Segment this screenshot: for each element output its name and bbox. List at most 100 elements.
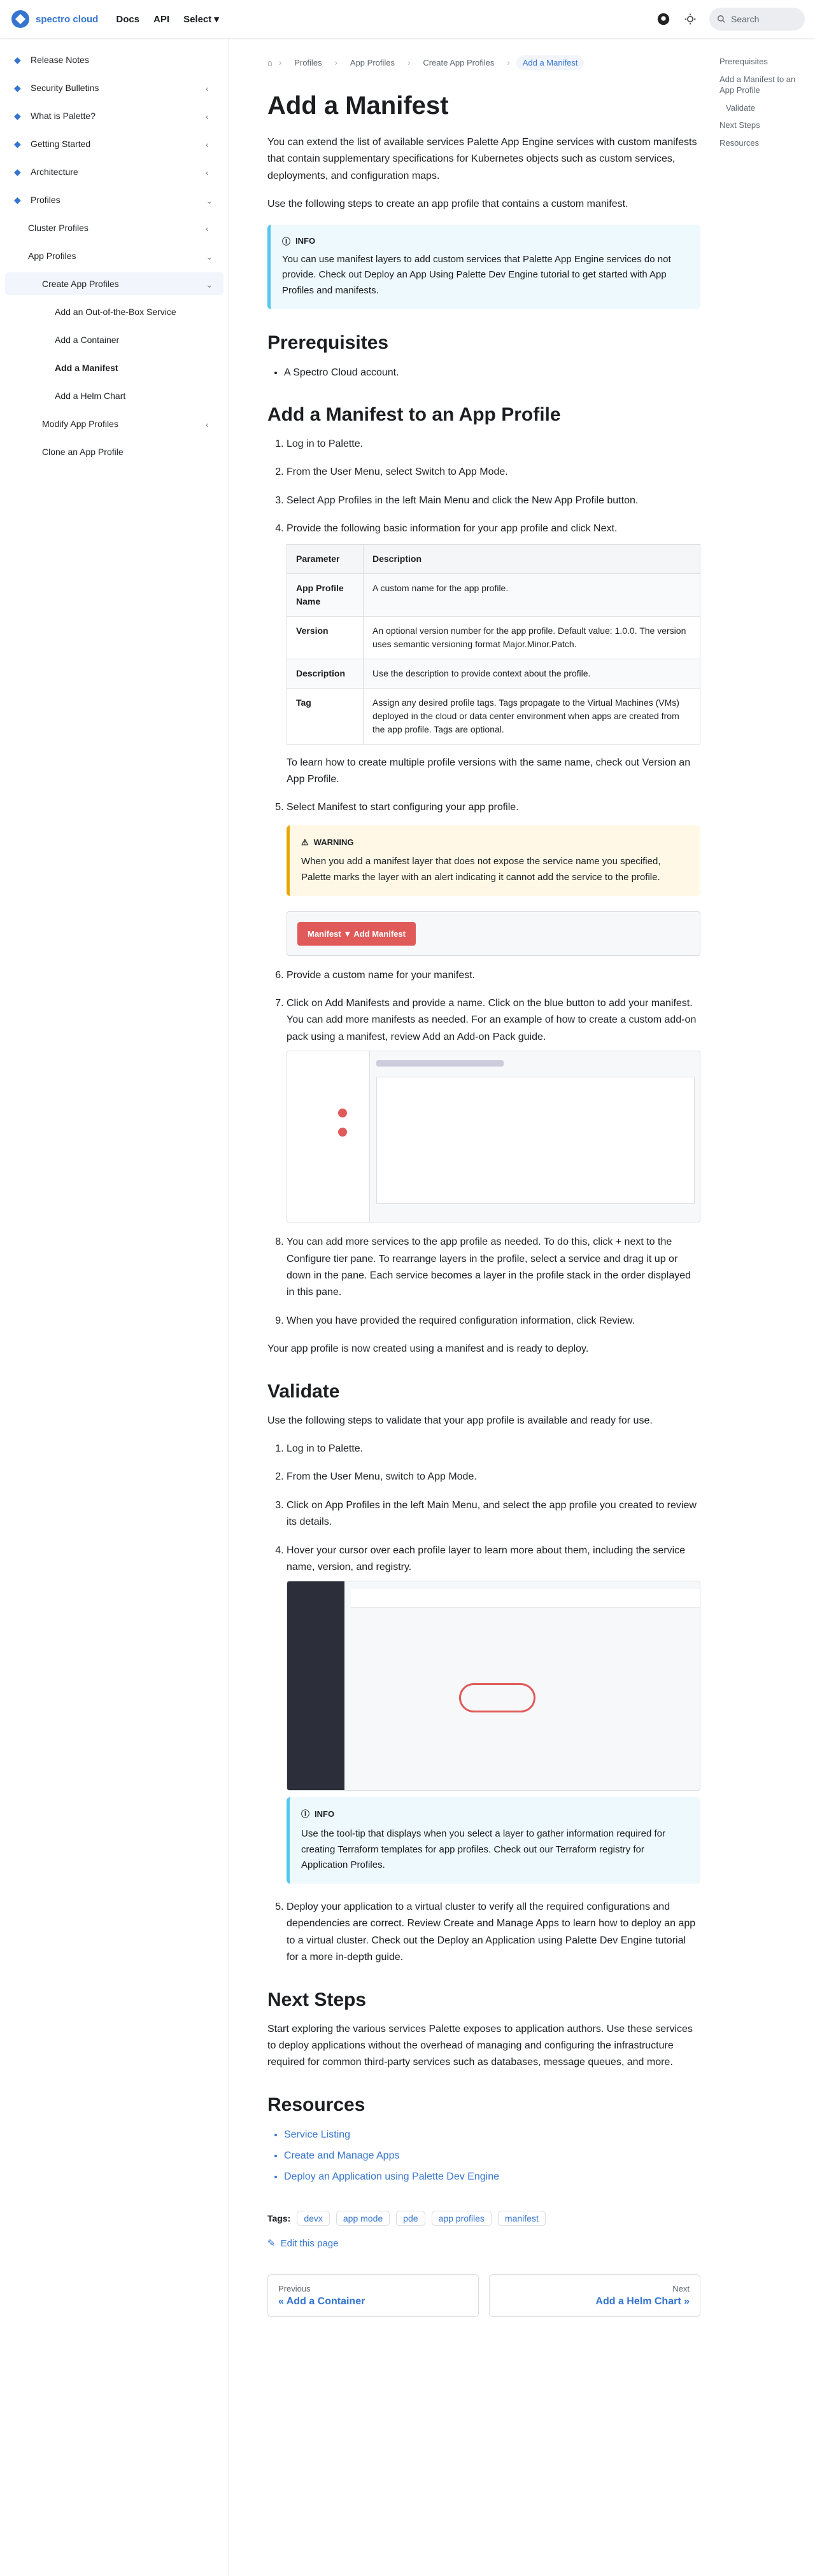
- toc-item[interactable]: Add a Manifest to an App Profile: [719, 74, 796, 95]
- article: ⌂ › Profiles › App Profiles › Create App Pr…: [267, 50, 700, 2318]
- search-icon: [718, 15, 725, 23]
- sidebar-item-add-oob-service[interactable]: Add an Out-of-the-Box Service: [55, 307, 176, 317]
- pagination: Previous « Add a Container Next Add a He…: [267, 2274, 700, 2318]
- nav-link-docs[interactable]: Docs: [116, 13, 140, 25]
- step-item: You can add more services to the app pro…: [287, 1234, 700, 1301]
- sidebar-item-clone-app-profile[interactable]: Clone an App Profile: [42, 447, 124, 457]
- sidebar-item-app-profiles[interactable]: App Profiles ⌄: [5, 244, 223, 267]
- table-row: Tag Assign any desired profile tags. Tags…: [287, 687, 700, 745]
- chevron-down-icon: ⌄: [206, 279, 213, 290]
- chevron-left-icon: ‹: [206, 111, 209, 122]
- step-item: Hover your cursor over each profile laye…: [287, 1543, 700, 1884]
- step-item: Select Manifest to start configuring you…: [287, 799, 700, 956]
- section-heading-resources: Resources: [267, 2094, 365, 2115]
- table-of-contents: Prerequisites Add a Manifest to an App P…: [719, 56, 809, 155]
- section-heading-prerequisites: Prerequisites: [267, 332, 389, 353]
- sidebar-item-cluster-profiles[interactable]: Cluster Profiles ‹: [5, 216, 223, 239]
- next-steps-text: Start exploring the various services Pal…: [267, 2023, 693, 2068]
- table-header: Description: [363, 543, 700, 574]
- pencil-icon: ✎: [267, 2238, 276, 2250]
- toc-item[interactable]: Next Steps: [719, 120, 760, 130]
- tags-row: Tags: devx app mode pde app profiles man…: [267, 2211, 700, 2227]
- chevron-left-icon: ‹: [206, 419, 209, 430]
- prereq-list: A Spectro Cloud account.: [267, 364, 700, 381]
- table-note: To learn how to create multiple profile …: [287, 757, 691, 785]
- breadcrumb: ⌂ › Profiles › App Profiles › Create App Pr…: [267, 50, 700, 75]
- edit-page-link[interactable]: ✎ Edit this page: [267, 2237, 339, 2250]
- breadcrumb-item[interactable]: Create App Profiles: [423, 57, 495, 67]
- megaphone-icon: ◆: [14, 55, 21, 65]
- resource-link[interactable]: Create and Manage Apps: [284, 2147, 700, 2164]
- sidebar-item-security-bulletins[interactable]: ◆ Security Bulletins ‹: [5, 76, 223, 99]
- navbar: spectro cloud Docs API Select ▾ Search: [0, 0, 815, 38]
- sidebar: ◆ Release Notes ◆ Security Bulletins ‹ ◆ Wha…: [0, 38, 229, 2576]
- next-page-link[interactable]: Next Add a Helm Chart »: [489, 2274, 700, 2318]
- nav-version-select[interactable]: Select ▾: [183, 14, 219, 25]
- steps-list: Log in to Palette. From the User Menu, s…: [267, 436, 700, 1329]
- sidebar-item-release-notes[interactable]: ◆ Release Notes: [14, 55, 89, 65]
- toc-item[interactable]: Prerequisites: [719, 57, 768, 66]
- spectro-cloud-logo-icon: [11, 10, 29, 28]
- search-placeholder: Search: [731, 14, 760, 24]
- step-item: Select App Profiles in the left Main Men…: [287, 493, 700, 509]
- info-icon: ⓘ: [301, 1809, 310, 1819]
- tag[interactable]: devx: [297, 2211, 330, 2227]
- sidebar-item-modify-app-profiles[interactable]: Modify App Profiles ‹: [5, 412, 223, 435]
- info-admonition: ⓘ Info Use the tool-tip that displays whe…: [287, 1797, 700, 1884]
- sidebar-item-add-container[interactable]: Add a Container: [55, 335, 120, 345]
- list-item: A Spectro Cloud account.: [284, 364, 700, 381]
- toc-item[interactable]: Resources: [719, 137, 760, 148]
- section-heading-next-steps: Next Steps: [267, 1989, 367, 2010]
- section-heading-add-manifest: Add a Manifest to an App Profile: [267, 404, 561, 425]
- chevron-left-icon: ‹: [206, 83, 209, 94]
- info-icon: ◆: [14, 111, 21, 121]
- resource-link[interactable]: Deploy an Application using Palette Dev …: [284, 2168, 700, 2185]
- rocket-icon: ◆: [14, 139, 21, 149]
- theme-toggle-icon[interactable]: [683, 11, 698, 27]
- previous-page-link[interactable]: Previous « Add a Container: [267, 2274, 479, 2318]
- breadcrumb-item[interactable]: Profiles: [294, 57, 322, 67]
- sidebar-item-create-app-profiles[interactable]: Create App Profiles ⌄: [5, 272, 223, 295]
- step-item: Click on Add Manifests and provide a nam…: [287, 995, 700, 1223]
- sidebar-item-what-is-palette[interactable]: ◆ What is Palette? ‹: [5, 104, 223, 127]
- tag[interactable]: app profiles: [431, 2211, 492, 2227]
- github-icon[interactable]: [656, 11, 671, 27]
- sidebar-item-add-helm-chart[interactable]: Add a Helm Chart: [55, 391, 126, 401]
- resource-link[interactable]: Service Listing: [284, 2126, 700, 2143]
- chevron-down-icon: ⌄: [206, 195, 213, 206]
- step-item: Deploy your application to a virtual clu…: [287, 1899, 700, 1966]
- warning-text: When you add a manifest layer that does …: [301, 856, 661, 883]
- info-admonition: ⓘ Info You can use manifest layers to add…: [267, 224, 700, 309]
- tag[interactable]: pde: [396, 2211, 425, 2227]
- brand[interactable]: spectro cloud: [10, 9, 98, 29]
- step-item: Log in to Palette.: [287, 1441, 700, 1457]
- warning-icon: ⚠: [301, 837, 309, 847]
- nav-link-api[interactable]: API: [153, 13, 170, 25]
- tag[interactable]: app mode: [336, 2211, 390, 2227]
- toc-item[interactable]: Validate: [726, 102, 756, 113]
- chevron-left-icon: ‹: [206, 223, 209, 234]
- manifest-button-screenshot: Manifest ▼ Add Manifest: [287, 911, 700, 956]
- table-row: App Profile Name A custom name for the ap…: [287, 573, 700, 617]
- sidebar-item-profiles[interactable]: ◆ Profiles ⌄: [5, 188, 223, 211]
- validate-intro: Use the following steps to validate that…: [267, 1415, 653, 1426]
- chevron-left-icon: ‹: [206, 167, 209, 178]
- sidebar-item-add-manifest[interactable]: Add a Manifest: [55, 363, 118, 373]
- parameter-table: Parameter Description App Profile Name A c…: [287, 543, 700, 745]
- table-row: Version An optional version number for th…: [287, 615, 700, 659]
- info-icon: ⓘ: [282, 236, 291, 246]
- search-input[interactable]: Search: [709, 8, 805, 31]
- info-text: Use the tool-tip that displays when you …: [301, 1828, 665, 1871]
- table-header: Parameter: [287, 543, 364, 574]
- mock-add-manifest-button: Manifest ▼ Add Manifest: [297, 921, 416, 946]
- tag[interactable]: manifest: [497, 2211, 546, 2227]
- sidebar-item-architecture[interactable]: ◆ Architecture ‹: [5, 160, 223, 183]
- step-item: When you have provided the required conf…: [287, 1313, 700, 1329]
- sidebar-item-getting-started[interactable]: ◆ Getting Started ‹: [5, 132, 223, 155]
- step-item: Provide the following basic information …: [287, 521, 700, 788]
- step-item: Provide a custom name for your manifest.: [287, 967, 700, 984]
- breadcrumb-item[interactable]: App Profiles: [350, 57, 395, 67]
- intro-paragraph: Use the following steps to create an app…: [267, 199, 628, 210]
- home-icon[interactable]: ⌂: [267, 57, 273, 67]
- chevron-left-icon: ‹: [206, 139, 209, 150]
